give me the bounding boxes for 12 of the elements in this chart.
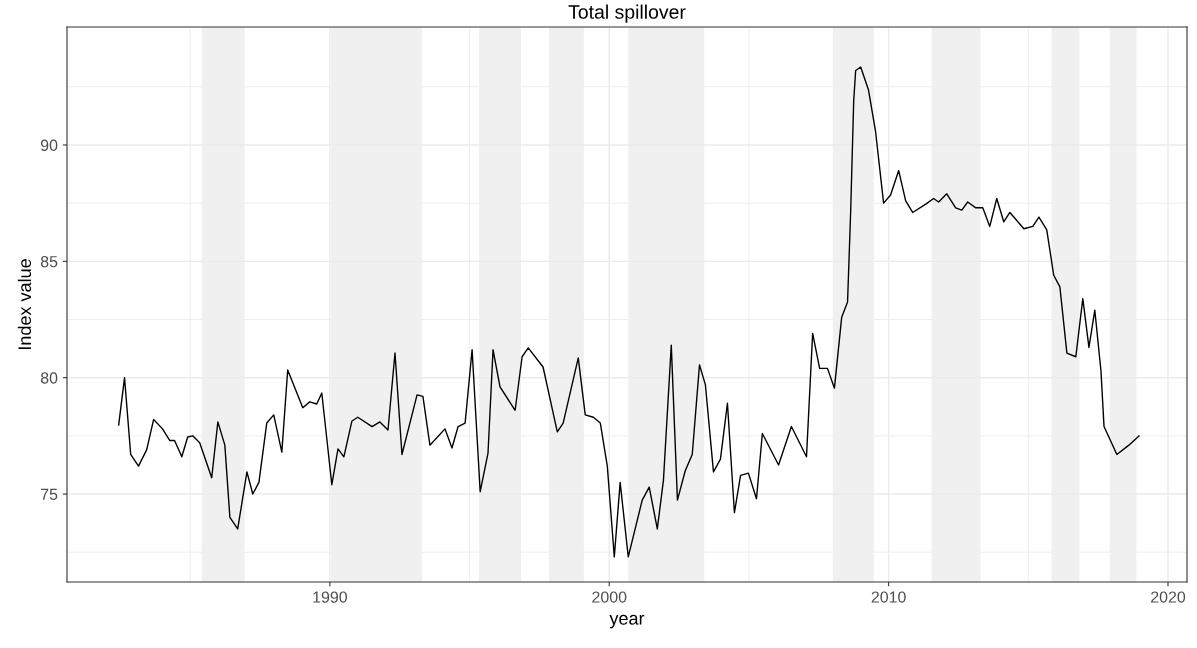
y-tick-label: 85	[40, 255, 58, 268]
x-tick-label: 2000	[592, 591, 627, 603]
x-tick-label: 2020	[1151, 591, 1186, 603]
y-tick-label: 75	[41, 488, 58, 500]
y-tick-label: 80	[40, 372, 58, 384]
y-tick-label: 90	[40, 139, 58, 151]
line-series	[117, 66, 1140, 558]
x-tick-label: 1990	[313, 591, 348, 603]
x-tick-label: 2010	[871, 591, 906, 603]
chart-title: Total spillover	[568, 4, 686, 23]
x-axis-title: year	[609, 614, 645, 629]
y-axis-title: Index value	[17, 259, 32, 349]
